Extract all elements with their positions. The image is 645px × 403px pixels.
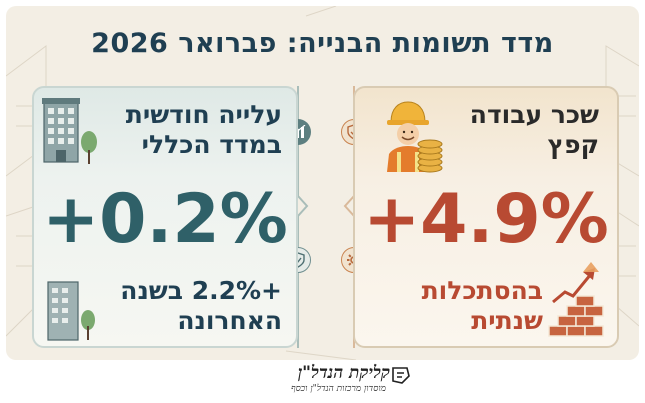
page-title: מדד תשומות הבנייה: פברואר 2026 — [91, 28, 554, 59]
labor-wage-heading-line1: שכר עבודה — [469, 100, 599, 129]
labor-wage-footer: בהסתכלות שנתית — [422, 276, 543, 336]
coins-icon — [417, 139, 443, 173]
logo-tagline: מוסדון מרכזות הנדל"ן וכסף — [290, 384, 386, 394]
general-index-heading: עלייה חודשית במדד הכללי — [126, 100, 282, 160]
general-index-footer-line1: +2.2% בשנה — [120, 276, 282, 305]
logo-name: קליקת הנדל"ן — [297, 363, 390, 383]
brick-wall-icon — [548, 295, 604, 337]
logo-mark-icon — [392, 367, 410, 384]
labor-wage-footer-line2: שנתית — [471, 306, 543, 335]
rising-arrow-icon — [552, 262, 599, 304]
apartment-building-icon — [47, 281, 95, 341]
office-building-icon — [42, 98, 80, 163]
worker-icon — [387, 101, 429, 172]
brand-logo[interactable]: קליקת הנדל"ן מוסדון מרכזות הנדל"ן וכסף — [236, 362, 412, 400]
labor-wage-heading: שכר עבודה קפץ — [470, 100, 599, 160]
general-index-heading-line1: עלייה חודשית — [125, 100, 282, 129]
tree-icon — [81, 131, 97, 164]
labor-wage-footer-line1: בהסתכלות — [421, 276, 543, 305]
labor-wage-value: +4.9% — [363, 180, 609, 259]
general-index-card: עלייה חודשית במדד הכללי +0.2% +2.2% בשנה… — [32, 86, 298, 348]
infographic: מדד תשומות הבנייה: פברואר 2026 — [6, 6, 639, 360]
general-index-value: +0.2% — [42, 180, 288, 259]
labor-wage-card: שכר עבודה קפץ +4.9% בהסתכלות ש — [353, 86, 619, 348]
general-index-footer-line2: האחרונה — [177, 306, 282, 335]
labor-wage-heading-line2: קפץ — [547, 130, 599, 159]
general-index-heading-line2: במדד הכללי — [141, 130, 282, 159]
general-index-footer: +2.2% בשנה האחרונה — [120, 276, 282, 336]
